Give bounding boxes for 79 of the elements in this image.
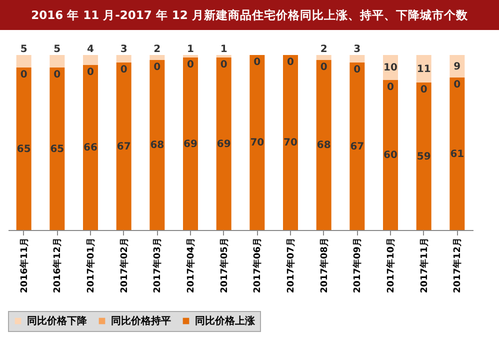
data-label: 2 — [320, 44, 328, 55]
data-label: 67 — [350, 141, 364, 152]
bar — [116, 55, 132, 62]
bar — [50, 68, 65, 230]
data-label: 60 — [384, 150, 398, 161]
bar — [416, 82, 432, 230]
x-tick-label: 2017年09月 — [352, 238, 364, 294]
bar — [150, 60, 165, 230]
bar — [16, 55, 32, 68]
data-label: 68 — [316, 140, 331, 151]
data-label: 61 — [450, 148, 464, 160]
x-tick-label: 2017年07月 — [286, 238, 296, 294]
data-label: 3 — [354, 44, 361, 55]
data-label: 0 — [420, 84, 428, 96]
bar — [283, 55, 298, 230]
data-label: 11 — [416, 64, 431, 75]
legend-label: 同比价格下降 — [27, 315, 88, 327]
bar — [183, 58, 198, 230]
data-label: 66 — [84, 142, 98, 154]
x-tick-label: 2017年10月 — [386, 238, 396, 294]
data-label: 0 — [187, 60, 194, 70]
data-label: 59 — [416, 151, 431, 162]
data-label: 0 — [254, 57, 261, 68]
data-label: 0 — [220, 60, 228, 70]
x-tick-label: 2017年02月 — [118, 238, 130, 294]
data-label: 0 — [120, 64, 128, 76]
data-label: 65 — [50, 144, 64, 155]
bar — [350, 62, 365, 230]
data-label: 67 — [116, 141, 131, 152]
data-label: 70 — [250, 138, 264, 148]
data-label: 10 — [384, 62, 398, 74]
bar — [316, 60, 332, 230]
data-label: 0 — [454, 80, 461, 90]
data-label: 9 — [454, 61, 461, 72]
x-tick-label: 2017年06月 — [252, 238, 264, 294]
data-label: 2 — [154, 44, 161, 55]
data-label: 5 — [54, 44, 61, 55]
legend-label: 同比价格上涨 — [195, 315, 256, 327]
legend-label: 同比价格持平 — [111, 315, 171, 327]
bar — [250, 55, 265, 230]
data-label: 4 — [87, 44, 94, 55]
chart-title: 2016 年 11 月-2017 年 12 月新建商品住宅价格同比上涨、持平、下降城市个数 — [0, 0, 499, 30]
bar — [83, 65, 98, 230]
data-label: 0 — [387, 82, 394, 93]
data-label: 70 — [284, 138, 298, 148]
data-label: 69 — [184, 138, 198, 150]
x-tick-label: 2017年01月 — [86, 238, 96, 294]
data-label: 5 — [20, 44, 28, 55]
data-label: 0 — [354, 64, 361, 76]
bar — [316, 55, 332, 60]
data-label: 0 — [320, 62, 328, 73]
data-label: 68 — [150, 140, 164, 151]
x-tick-label: 2016年12月 — [52, 238, 64, 294]
data-label: 0 — [20, 70, 28, 80]
bar — [450, 78, 465, 230]
x-tick-label: 2017年04月 — [186, 238, 196, 294]
data-label: 65 — [16, 144, 31, 155]
data-label: 69 — [216, 138, 231, 150]
bar — [216, 58, 232, 230]
x-tick-label: 2017年12月 — [452, 238, 464, 294]
bar — [383, 80, 398, 230]
data-label: 0 — [154, 62, 161, 73]
x-tick-label: 2017年05月 — [218, 238, 230, 294]
bar — [350, 55, 365, 62]
x-tick-label: 2017年03月 — [152, 238, 164, 294]
x-tick-label: 2017年08月 — [318, 238, 330, 294]
data-label: 0 — [287, 57, 294, 68]
bar — [50, 55, 65, 68]
data-label: 1 — [187, 44, 194, 55]
bar — [150, 55, 165, 60]
data-label: 3 — [120, 44, 128, 55]
bar — [83, 55, 98, 65]
data-label: 1 — [220, 44, 228, 55]
data-label: 0 — [54, 70, 61, 80]
x-tick-label: 2016年11月 — [18, 238, 30, 294]
x-tick-label: 2017年11月 — [418, 238, 430, 294]
bar — [116, 62, 132, 230]
bar — [16, 68, 32, 230]
data-label: 0 — [87, 67, 94, 78]
